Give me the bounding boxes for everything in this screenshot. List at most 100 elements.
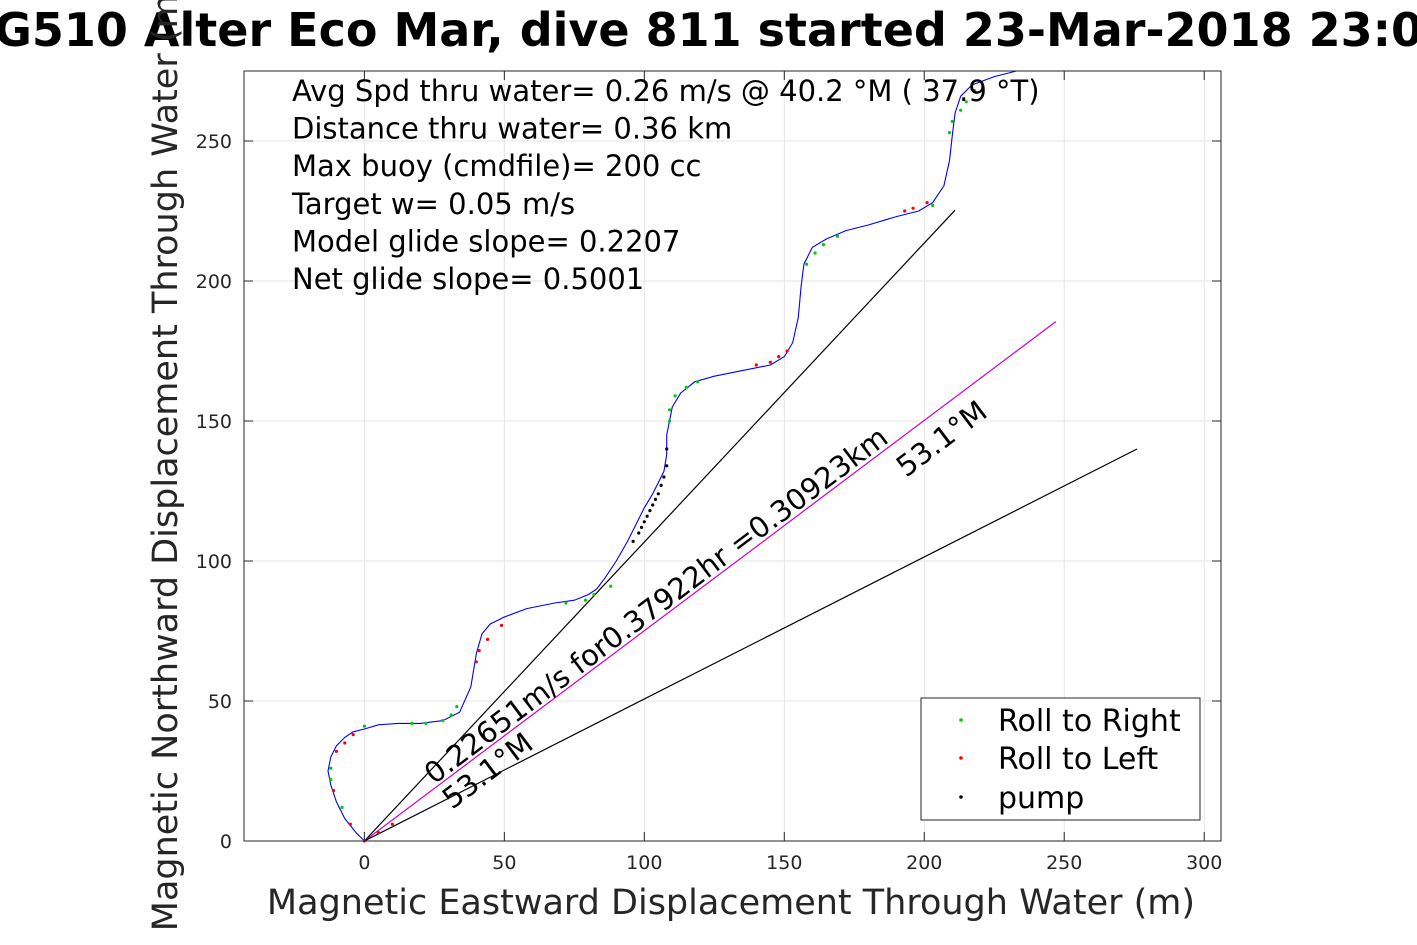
roll-right-point bbox=[947, 131, 952, 135]
pump-point bbox=[651, 503, 655, 507]
x-tick-label: 250 bbox=[1046, 852, 1082, 874]
roll-left-point bbox=[903, 209, 907, 213]
roll-right-point bbox=[805, 262, 809, 266]
roll-right-point bbox=[821, 243, 826, 247]
y-tick-label: 150 bbox=[196, 411, 232, 433]
roll-right-point bbox=[592, 593, 596, 597]
y-axis-label: Magnetic Northward Displacement Through … bbox=[146, 0, 186, 931]
roll-left-point bbox=[911, 206, 915, 210]
track-group bbox=[327, 70, 1017, 842]
roll-left-point bbox=[390, 822, 394, 826]
roll-left-point bbox=[499, 623, 504, 628]
pump-point bbox=[637, 531, 641, 535]
axis-ticks: 0 50 100 150 200 250 300 0 50 100 150 200 250 bbox=[196, 71, 1222, 874]
info-line-4: Model glide slope= 0.2207 bbox=[292, 224, 680, 258]
legend-label-roll-left: Roll to Left bbox=[998, 742, 1158, 777]
info-line-0: Avg Spd thru water= 0.26 m/s @ 40.2 °M (… bbox=[292, 74, 1040, 108]
roll-right-point bbox=[329, 777, 333, 782]
x-tick-label: 300 bbox=[1186, 852, 1222, 874]
roll-right-point bbox=[973, 89, 977, 93]
roll-right-point bbox=[673, 394, 677, 398]
legend-box bbox=[920, 697, 1201, 821]
roll-right-point bbox=[449, 713, 453, 717]
pump-point bbox=[659, 483, 663, 487]
y-tick-label: 0 bbox=[220, 831, 232, 853]
info-line-5: Net glide slope= 0.5001 bbox=[292, 262, 644, 296]
legend-label-roll-right: Roll to Right bbox=[998, 704, 1181, 739]
roll-left-point bbox=[925, 201, 929, 205]
legend-marker-pump bbox=[959, 795, 963, 799]
pump-point bbox=[639, 525, 644, 530]
roll-left-point bbox=[334, 749, 338, 754]
x-tick-label: 200 bbox=[906, 852, 942, 874]
x-tick-label: 50 bbox=[492, 852, 516, 874]
y-tick-label: 250 bbox=[196, 131, 232, 153]
pump-point bbox=[642, 520, 646, 524]
roll-right-point bbox=[959, 108, 963, 112]
x-tick-label: 150 bbox=[766, 852, 802, 874]
roll-left-point bbox=[754, 363, 758, 367]
roll-right-point bbox=[583, 598, 588, 602]
y-tick-label: 100 bbox=[196, 551, 232, 573]
roll-right-point bbox=[564, 601, 568, 605]
roll-right-point bbox=[835, 234, 840, 238]
roll-left-point bbox=[343, 741, 347, 745]
x-axis-label: Magnetic Eastward Displacement Through W… bbox=[267, 883, 1195, 923]
roll-right-point bbox=[667, 408, 672, 412]
x-tick-label: 0 bbox=[358, 852, 370, 874]
roll-right-point bbox=[813, 251, 817, 255]
legend-marker-roll-left bbox=[959, 756, 963, 760]
roll-right-point bbox=[329, 766, 333, 770]
roll-left-point bbox=[477, 649, 481, 653]
roll-right-point bbox=[667, 419, 672, 423]
roll-right-point bbox=[424, 721, 428, 726]
pump-point bbox=[665, 447, 669, 451]
pump-point bbox=[662, 475, 666, 479]
roll-right-point bbox=[684, 385, 688, 389]
roll-left-point bbox=[777, 355, 781, 359]
roll-left-point bbox=[331, 789, 336, 793]
roll-right-point bbox=[931, 203, 935, 207]
y-tick-label: 50 bbox=[208, 691, 232, 713]
roll-right-point bbox=[455, 705, 459, 709]
plot-frame bbox=[243, 70, 1222, 842]
pump-point bbox=[648, 509, 652, 513]
info-line-2: Max buoy (cmdfile)= 200 cc bbox=[292, 149, 701, 183]
roll-right-point bbox=[441, 719, 445, 723]
legend-marker-roll-right bbox=[959, 718, 963, 722]
pump-point bbox=[653, 497, 658, 501]
roll-right-point bbox=[609, 584, 613, 588]
x-tick-label: 100 bbox=[626, 852, 662, 874]
pump-point bbox=[665, 464, 669, 468]
roll-left-point bbox=[351, 733, 355, 737]
pump-point bbox=[656, 492, 660, 496]
roll-right-point bbox=[695, 380, 700, 384]
roll-left-point bbox=[485, 637, 490, 642]
roll-right-point bbox=[950, 119, 954, 123]
info-line-1: Distance thru water= 0.36 km bbox=[292, 112, 732, 146]
heading-lines bbox=[363, 209, 1138, 842]
roll-left-point bbox=[474, 660, 478, 664]
roll-left-point bbox=[785, 349, 789, 353]
chart-title: SG510 Alter Eco Mar, dive 811 started 23… bbox=[0, 3, 1417, 57]
pump-point bbox=[645, 514, 649, 518]
sample-markers bbox=[329, 89, 977, 843]
roll-left-point bbox=[348, 822, 352, 826]
legend: Roll to Right Roll to Left pump bbox=[920, 697, 1201, 821]
info-line-3: Target w= 0.05 m/s bbox=[291, 187, 575, 221]
y-tick-label: 200 bbox=[196, 271, 232, 293]
roll-right-point bbox=[340, 805, 344, 810]
roll-right-point bbox=[410, 721, 414, 726]
roll-left-point bbox=[376, 831, 380, 835]
roll-right-point bbox=[362, 724, 366, 728]
roll-right-point bbox=[964, 100, 968, 104]
heading-line-1 bbox=[364, 321, 1057, 842]
roll-left-point bbox=[768, 360, 772, 364]
track-line bbox=[327, 70, 1017, 842]
pump-point bbox=[631, 539, 635, 544]
legend-label-pump: pump bbox=[998, 781, 1084, 816]
dive-info-block: Avg Spd thru water= 0.26 m/s @ 40.2 °M (… bbox=[291, 74, 1040, 296]
heading-line-0 bbox=[363, 209, 956, 842]
heading-line-2 bbox=[364, 448, 1138, 842]
